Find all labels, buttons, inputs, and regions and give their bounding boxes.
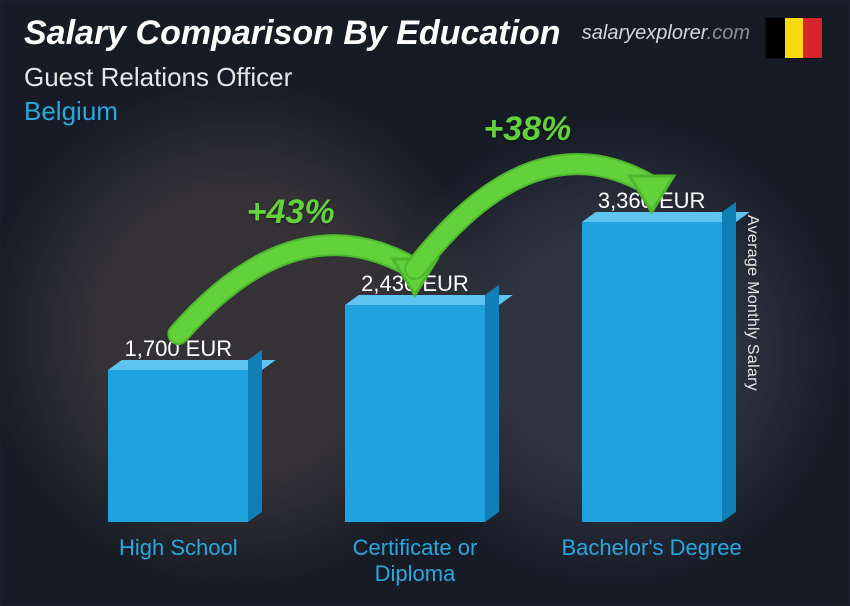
x-labels: High School Certificate or Diploma Bachelo… [60, 535, 770, 586]
brand-name: salaryexplorer [582, 22, 707, 44]
percent-increase-label: +43% [247, 193, 335, 232]
bars-container: 1,700 EUR 2,430 EUR 3,360 EUR [60, 140, 770, 522]
bar-value-label: 1,700 EUR [125, 336, 233, 362]
country-name: Belgium [24, 96, 118, 127]
percent-increase-label: +38% [483, 110, 571, 149]
bar-side [248, 350, 262, 522]
x-axis-label: Certificate or Diploma [315, 535, 515, 586]
bar: 3,360 EUR [552, 188, 752, 522]
flag-stripe-3 [803, 18, 822, 58]
bar-3d [345, 305, 485, 522]
flag-stripe-2 [785, 18, 804, 58]
bar-side [722, 202, 736, 522]
brand-suffix: .com [707, 22, 750, 44]
bar-3d [582, 222, 722, 522]
bar-value-label: 2,430 EUR [361, 271, 469, 297]
page-title: Salary Comparison By Education [24, 14, 561, 53]
flag-belgium-icon [766, 18, 822, 58]
job-title: Guest Relations Officer [24, 62, 292, 93]
x-axis-label: Bachelor's Degree [552, 535, 752, 586]
flag-stripe-1 [766, 18, 785, 58]
bar-chart: 1,700 EUR 2,430 EUR 3,360 EUR High School C… [60, 140, 770, 586]
bar-value-label: 3,360 EUR [598, 188, 706, 214]
bar-front [108, 370, 248, 522]
brand-logo: salaryexplorer.com [582, 22, 750, 45]
bar: 2,430 EUR [315, 271, 515, 522]
bar-3d [108, 370, 248, 522]
bar-front [582, 222, 722, 522]
bar-front [345, 305, 485, 522]
infographic-canvas: Salary Comparison By Education Guest Rel… [0, 0, 850, 606]
x-axis-label: High School [78, 535, 278, 586]
bar: 1,700 EUR [78, 336, 278, 522]
bar-side [485, 285, 499, 522]
